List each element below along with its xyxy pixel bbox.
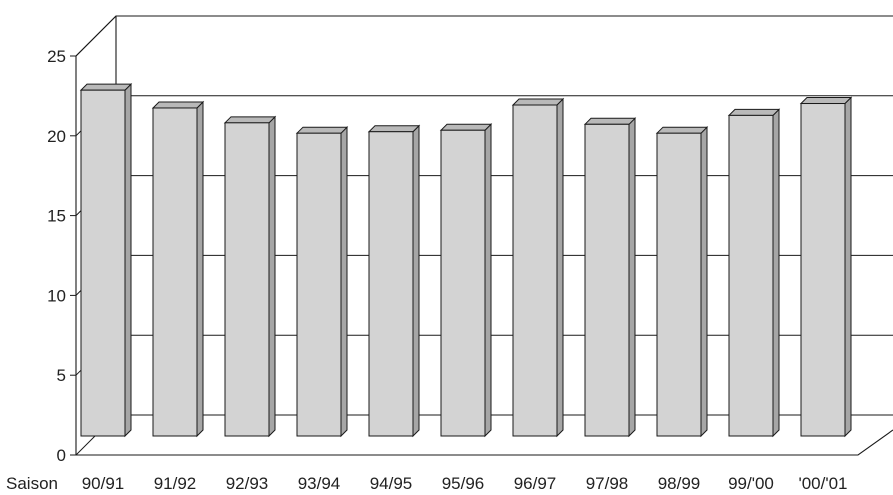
bar-top xyxy=(583,117,637,125)
x-tick-label: 97/98 xyxy=(586,474,629,493)
bar-side xyxy=(268,115,276,438)
bar-top xyxy=(439,123,493,131)
x-tick-label: 96/97 xyxy=(514,474,557,493)
bar-front xyxy=(512,104,558,437)
bar-side xyxy=(412,124,420,438)
x-axis-label: Saison xyxy=(6,474,58,493)
x-tick-label: 93/94 xyxy=(298,474,341,493)
floor-front-edge xyxy=(76,429,893,456)
y-tick-label: 10 xyxy=(47,286,66,305)
y-tick-label: 25 xyxy=(47,47,66,66)
bar xyxy=(367,124,421,438)
y-tick-label: 20 xyxy=(47,127,66,146)
bar xyxy=(583,117,637,438)
bar-top xyxy=(655,126,709,134)
bar xyxy=(223,115,277,438)
bar-top xyxy=(727,108,781,116)
x-tick-label: 95/96 xyxy=(442,474,485,493)
x-tick-label: 92/93 xyxy=(226,474,269,493)
bar-side xyxy=(628,117,636,438)
y-tick-label: 0 xyxy=(57,446,66,465)
bar-front xyxy=(584,123,630,437)
bar xyxy=(655,125,709,438)
bars xyxy=(79,82,853,438)
bar-side xyxy=(772,108,780,438)
bar-front xyxy=(296,132,342,437)
x-axis: Saison 90/91 91/92 92/93 93/94 94/95 95/… xyxy=(6,474,848,493)
gridline-side xyxy=(75,15,117,57)
bar xyxy=(79,82,133,438)
bar-top xyxy=(367,125,421,133)
bar-side xyxy=(700,125,708,438)
bar xyxy=(511,97,565,438)
bar-side xyxy=(844,96,852,438)
bar-side xyxy=(556,97,564,438)
bar-front xyxy=(440,129,486,437)
x-tick-label: '00/'01 xyxy=(798,474,847,493)
bar xyxy=(439,123,493,438)
bar-front xyxy=(728,114,774,437)
bar-front xyxy=(656,132,702,437)
bar-top xyxy=(799,97,853,105)
bar-top xyxy=(151,101,205,109)
bar-side xyxy=(340,125,348,438)
bar-front xyxy=(80,89,126,437)
x-tick-label: 91/92 xyxy=(154,474,197,493)
bar xyxy=(799,96,853,438)
y-axis: 0 5 10 15 20 25 xyxy=(47,47,66,465)
bar xyxy=(727,108,781,438)
bar-top xyxy=(295,126,349,134)
y-tick-label: 5 xyxy=(57,366,66,385)
bar-side xyxy=(484,123,492,438)
x-tick-label: 94/95 xyxy=(370,474,413,493)
bar-top xyxy=(511,98,565,106)
bar-top xyxy=(223,116,277,124)
x-tick-label: 98/99 xyxy=(658,474,701,493)
x-tick-label: 99/'00 xyxy=(728,474,774,493)
y-tick-label: 15 xyxy=(47,207,66,226)
bar-side xyxy=(196,100,204,438)
bar xyxy=(295,125,349,438)
bar-front xyxy=(224,122,270,437)
bar-front xyxy=(152,107,198,437)
x-tick-label: 90/91 xyxy=(82,474,125,493)
bar-top xyxy=(79,83,133,91)
bar-side xyxy=(124,82,132,438)
bar xyxy=(151,100,205,438)
bar-front xyxy=(800,103,846,437)
bar-front xyxy=(368,131,414,437)
